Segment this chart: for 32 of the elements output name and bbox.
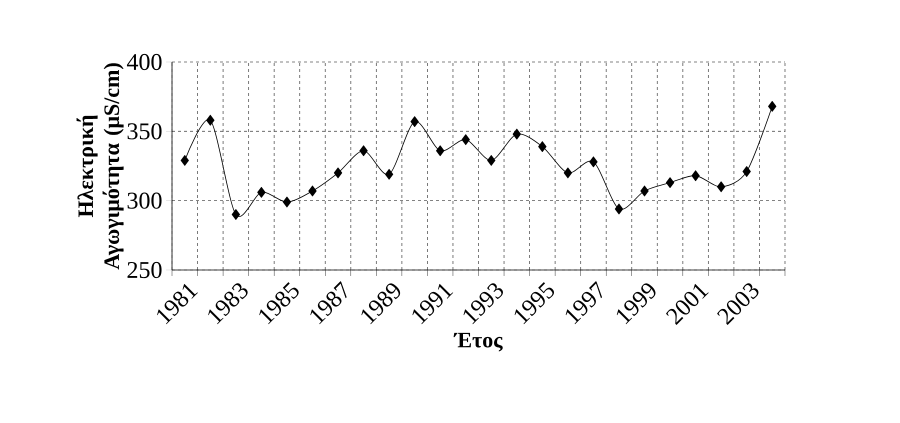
y-tick-label: 250	[128, 262, 162, 278]
point	[487, 155, 496, 166]
point	[282, 196, 292, 208]
y-tick-label: 350	[128, 123, 162, 140]
point	[742, 166, 751, 177]
point	[180, 155, 189, 166]
point	[640, 186, 649, 196]
point	[410, 116, 419, 128]
point	[462, 134, 470, 146]
point	[768, 100, 776, 112]
point	[614, 204, 624, 214]
point	[564, 168, 572, 178]
point	[232, 209, 240, 220]
point	[436, 145, 444, 156]
point	[384, 168, 394, 180]
y-tick-label: 400	[126, 54, 162, 70]
point	[538, 141, 546, 152]
point	[206, 114, 214, 126]
point	[589, 156, 598, 168]
x-tick-label: 1981	[157, 284, 198, 324]
y-axis-title: Ηλεκτρική Αγωγιμότητα (μS/cm)	[76, 63, 124, 270]
point	[716, 181, 726, 192]
point	[512, 128, 521, 140]
x-tick-label: 1991	[412, 284, 454, 324]
y-tick-label: 300	[128, 192, 162, 209]
x-axis-title: Έτος	[454, 332, 503, 352]
point	[334, 168, 342, 178]
point	[691, 170, 700, 182]
point	[257, 186, 266, 198]
point	[666, 177, 674, 188]
point	[359, 145, 368, 156]
point	[308, 186, 317, 196]
